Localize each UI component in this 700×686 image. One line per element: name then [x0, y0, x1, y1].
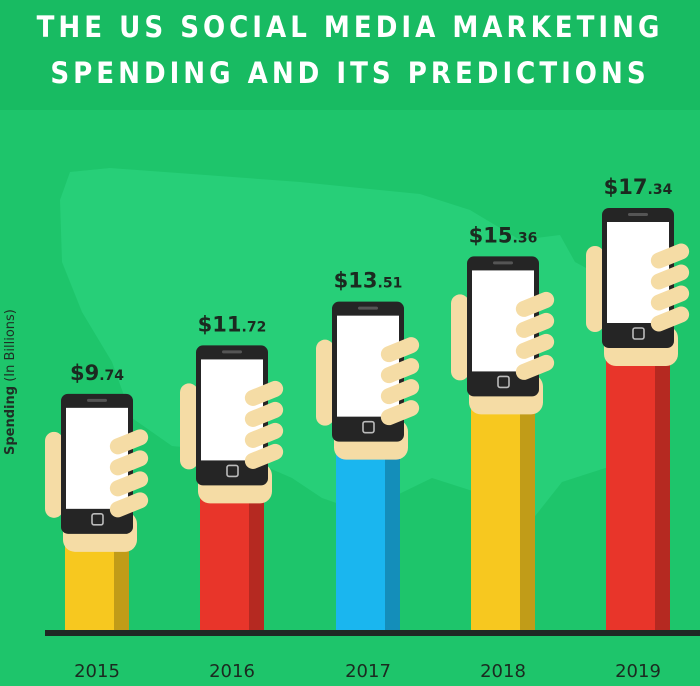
phone-home-button — [632, 327, 645, 340]
hand-finger — [244, 443, 284, 469]
hand-thumb — [586, 246, 604, 332]
chart-title-line-1: THE US SOCIAL MEDIA MARKETING — [36, 10, 664, 44]
hand-finger — [650, 285, 690, 311]
value-label-main: $13 — [334, 269, 378, 293]
x-tick-label: 2015 — [74, 661, 120, 682]
value-label: $15.36 — [469, 223, 538, 247]
value-label: $13.51 — [334, 269, 403, 293]
bar-2016: $11.72 2016 — [180, 312, 284, 682]
value-label-main: $17 — [604, 175, 648, 199]
value-label-decimal: .36 — [513, 230, 538, 246]
value-label-main: $11 — [198, 312, 242, 336]
hand-finger — [515, 291, 555, 317]
hand-finger — [515, 354, 555, 380]
hand-finger — [109, 471, 149, 497]
value-label-decimal: .72 — [242, 319, 267, 335]
value-label-main: $9 — [70, 361, 99, 385]
chart-title-line-2: SPENDING AND ITS PREDICTIONS — [50, 56, 650, 90]
hand-finger — [380, 337, 420, 363]
bar-sleeve-shade — [249, 495, 264, 632]
hand-finger — [380, 400, 420, 426]
phone-home-button — [226, 464, 239, 478]
value-label-decimal: .34 — [648, 182, 673, 198]
value-label: $17.34 — [604, 175, 673, 199]
phone-home-button — [362, 420, 375, 434]
x-tick-label: 2016 — [209, 661, 255, 682]
hand-finger — [650, 264, 690, 290]
value-label: $9.74 — [70, 361, 124, 385]
hand-finger — [109, 429, 149, 455]
hand-finger — [650, 306, 690, 332]
hand-thumb — [180, 383, 198, 470]
value-label-decimal: .51 — [378, 276, 403, 292]
bar-sleeve-shade — [655, 358, 670, 632]
baseline — [45, 630, 700, 636]
value-label: $11.72 — [198, 312, 267, 336]
phone-speaker — [628, 213, 648, 216]
x-tick-label: 2019 — [615, 661, 661, 682]
hand-finger — [244, 401, 284, 427]
hand-finger — [244, 422, 284, 448]
hand-thumb — [316, 339, 334, 426]
phone-speaker — [358, 306, 378, 310]
bar-2017: $13.51 2017 — [316, 269, 420, 682]
bar-2019: $17.34 2019 — [586, 175, 690, 682]
hand-finger — [244, 380, 284, 406]
title-banner — [0, 0, 700, 110]
phone-speaker — [493, 261, 513, 265]
hand-finger — [380, 358, 420, 384]
x-tick-label: 2018 — [480, 661, 526, 682]
hand-finger — [515, 333, 555, 359]
bar-sleeve-shade — [385, 451, 400, 632]
phone-speaker — [87, 398, 107, 402]
bar-sleeve-shade — [520, 406, 535, 632]
hand-finger — [515, 312, 555, 338]
bar-sleeve-shade — [114, 543, 129, 632]
bar-2018: $15.36 2018 — [451, 223, 555, 682]
hand-finger — [109, 450, 149, 476]
hand-finger — [109, 492, 149, 518]
hand-finger — [650, 243, 690, 269]
bar-2015: $9.74 2015 — [45, 361, 149, 682]
value-label-decimal: .74 — [99, 368, 124, 384]
hand-finger — [380, 379, 420, 405]
x-tick-label: 2017 — [345, 661, 391, 682]
hand-thumb — [45, 431, 63, 518]
hand-thumb — [451, 294, 469, 381]
value-label-main: $15 — [469, 223, 513, 247]
phone-speaker — [222, 350, 242, 354]
phone-home-button — [497, 375, 510, 389]
phone-home-button — [91, 513, 104, 526]
